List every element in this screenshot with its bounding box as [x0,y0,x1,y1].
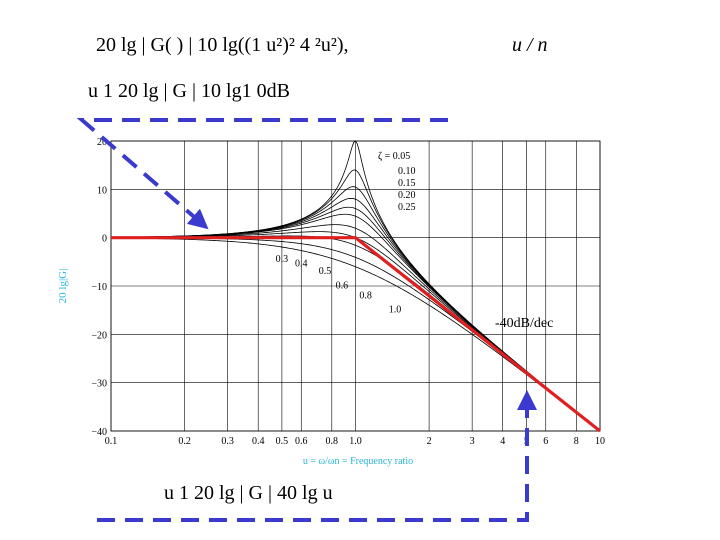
x-axis-label: u = ω/ωn = Frequency ratio [303,456,413,467]
x-tick-label: 2 [427,436,432,447]
equation-low-frequency: u 1 20 lg | G | 10 lg1 0dB [88,80,290,102]
y-axis-label: 20 lg|G| [57,269,69,304]
y-tick-label: −30 [91,379,107,390]
equation-frequency-ratio: u / n [512,34,548,56]
x-tick-label: 8 [574,436,579,447]
curve-label: 0.8 [359,291,372,302]
asymptote-line [111,236,601,433]
x-tick-label: 10 [595,436,605,447]
x-tick-label: 0.3 [221,436,234,447]
equation-magnitude: 20 lg | G( ) | 10 lg((1 u²)² 4 ²u²), [96,34,349,56]
y-tick-label: −10 [91,282,107,293]
arrow-group [76,118,537,522]
y-tick-label: −20 [91,330,107,341]
curve-label: 1.0 [389,305,402,316]
asymptote-group [111,236,601,433]
arrow-high-frequency [97,390,537,522]
grid [110,140,601,432]
legend-entry: 0.25 [398,202,416,213]
equation-high-frequency: u 1 20 lg | G | 40 lg u [164,482,333,504]
x-tick-label: 1.0 [349,436,362,447]
legend-title: ζ = 0.05 [378,151,410,162]
x-tick-label: 0.8 [326,436,339,447]
arrow-low-frequency [76,118,448,230]
x-tick-label: 0.2 [178,436,191,447]
legend-entry: 0.10 [398,166,416,177]
y-tick-label: 10 [97,185,107,196]
x-tick-label: 0.1 [105,436,118,447]
slope-label: -40dB/dec [495,316,553,331]
y-tick-label: 20 [97,137,107,148]
y-tick-label: 0 [102,234,107,245]
curve-label-group: 0.3 0.4 0.5 0.6 0.8 1.0 [276,254,402,316]
x-tick-label: 0.5 [276,436,289,447]
curve-label: 0.5 [319,266,332,277]
curve-label: 0.6 [336,280,349,291]
y-tick-label: −40 [91,427,107,438]
curve-label: 0.3 [276,254,289,265]
legend-entry: 0.15 [398,178,416,189]
curve-label: 0.4 [295,259,308,270]
x-tick-label: 0.6 [295,436,308,447]
x-tick-label: 3 [470,436,475,447]
x-tick-label: 4 [500,436,505,447]
x-tick-label: 0.4 [252,436,265,447]
legend-entry: 0.20 [398,190,416,201]
tick-labels: 0.1 0.2 0.3 0.4 0.5 0.6 0.8 1.0 2 3 4 5 6 8 1020100−10… [91,137,605,447]
legend: 0.100.150.200.25 [398,166,416,213]
x-tick-label: 6 [543,436,548,447]
